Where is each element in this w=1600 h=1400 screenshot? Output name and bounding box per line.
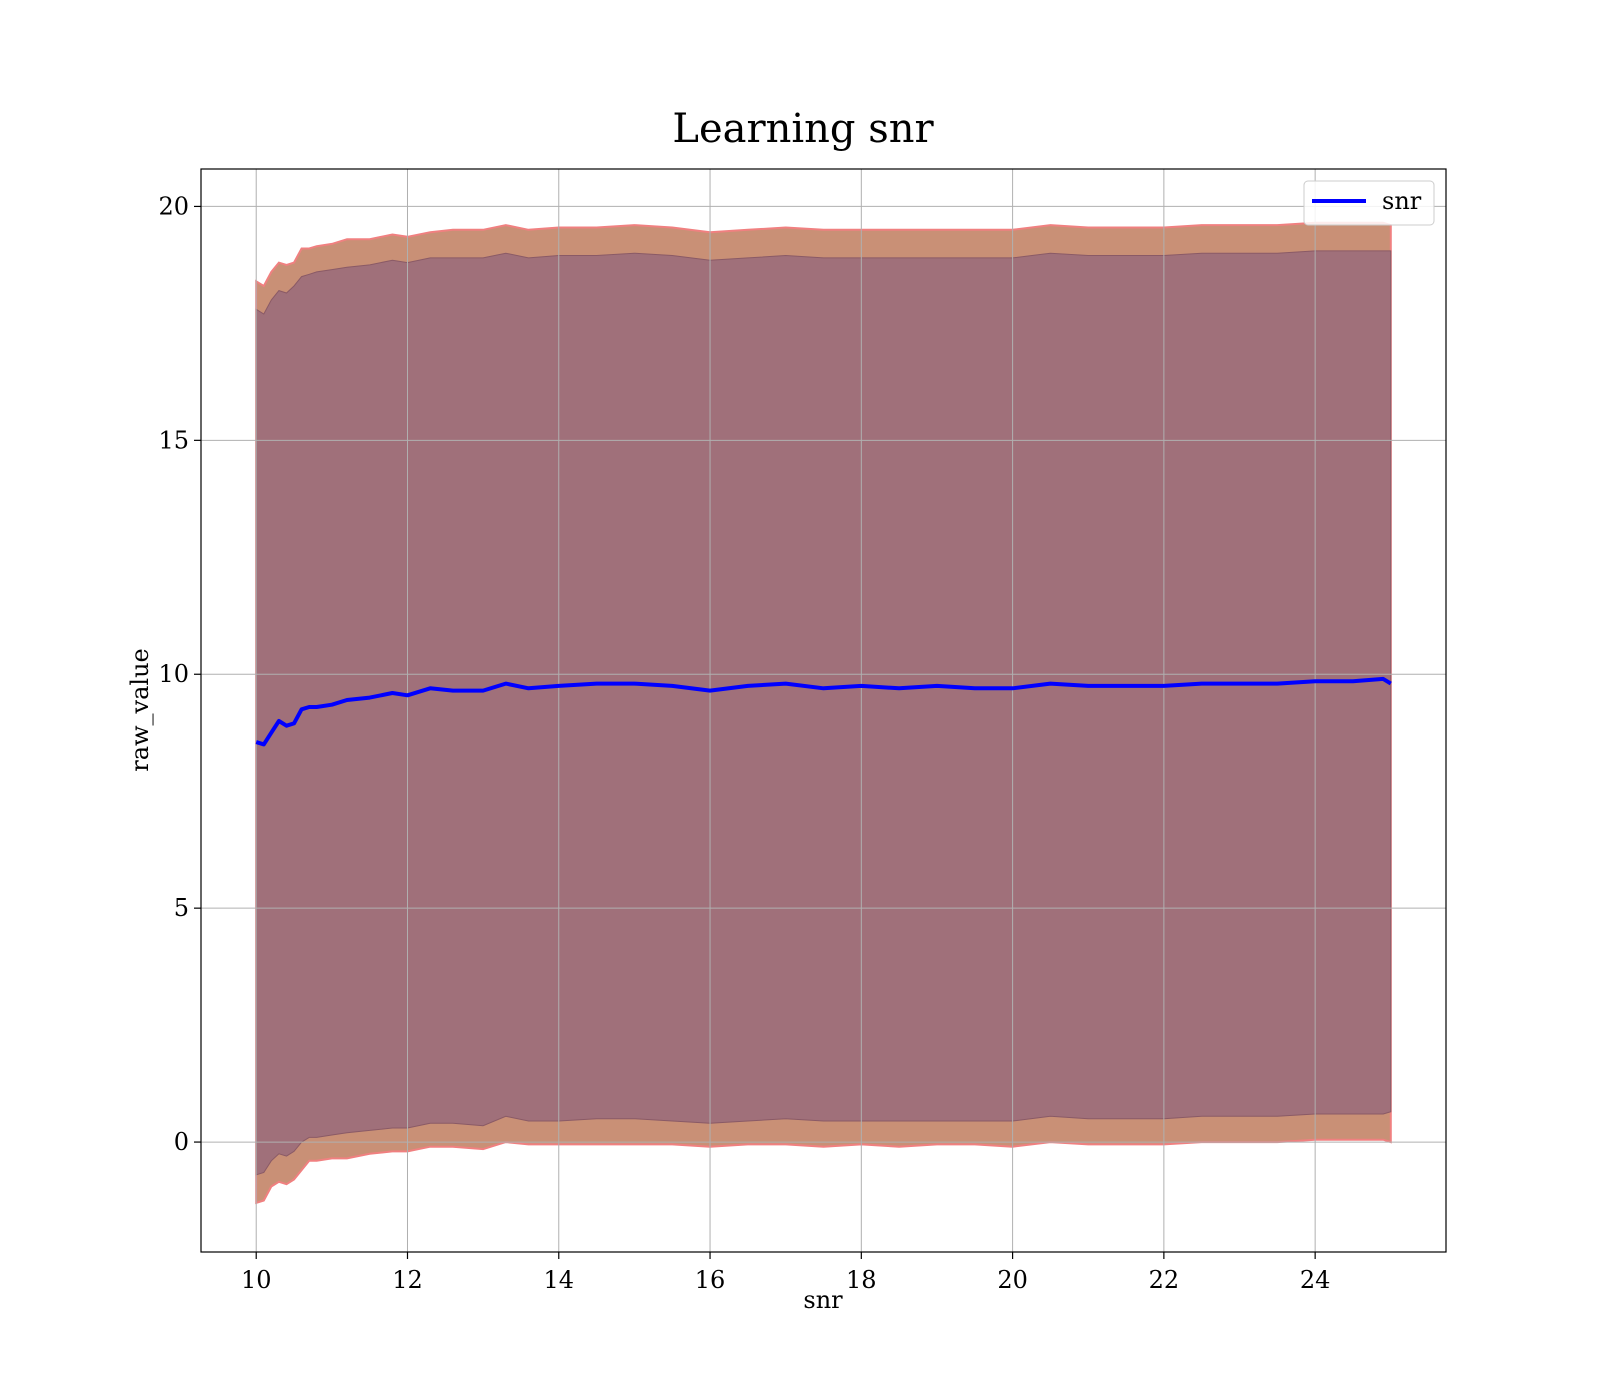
x-tick-label: 10 [241, 1266, 272, 1294]
legend-box [1303, 180, 1435, 226]
chart-title: Learning snr [672, 106, 934, 152]
x-tick-label: 12 [392, 1266, 423, 1294]
legend: snr [1303, 180, 1435, 226]
x-tick-label: 20 [997, 1266, 1028, 1294]
x-axis-label: snr [803, 1286, 843, 1314]
x-tick-label: 22 [1149, 1266, 1180, 1294]
x-axis-ticks: 10 12 14 16 18 20 22 24 [241, 1252, 1330, 1294]
y-axis-label: raw_value [126, 648, 154, 772]
y-axis-ticks: 0 5 10 15 20 [158, 192, 201, 1156]
y-tick-label: 5 [174, 894, 189, 922]
plot-frame [200, 168, 1447, 1253]
y-tick-label: 10 [158, 660, 189, 688]
y-tick-label: 15 [158, 426, 189, 454]
series-line-snr [255, 676, 1392, 747]
inner-band [255, 250, 1392, 1176]
x-tick-label: 16 [695, 1266, 726, 1294]
series-line-group [255, 676, 1392, 747]
y-tick-label: 0 [174, 1128, 189, 1156]
x-tick-label: 24 [1300, 1266, 1331, 1294]
x-tick-label: 18 [846, 1266, 877, 1294]
x-tick-label: 14 [543, 1266, 574, 1294]
confidence-bands [255, 221, 1392, 1205]
legend-label: snr [1382, 187, 1422, 215]
y-tick-label: 20 [158, 192, 189, 220]
grid-lines [201, 169, 1446, 1252]
